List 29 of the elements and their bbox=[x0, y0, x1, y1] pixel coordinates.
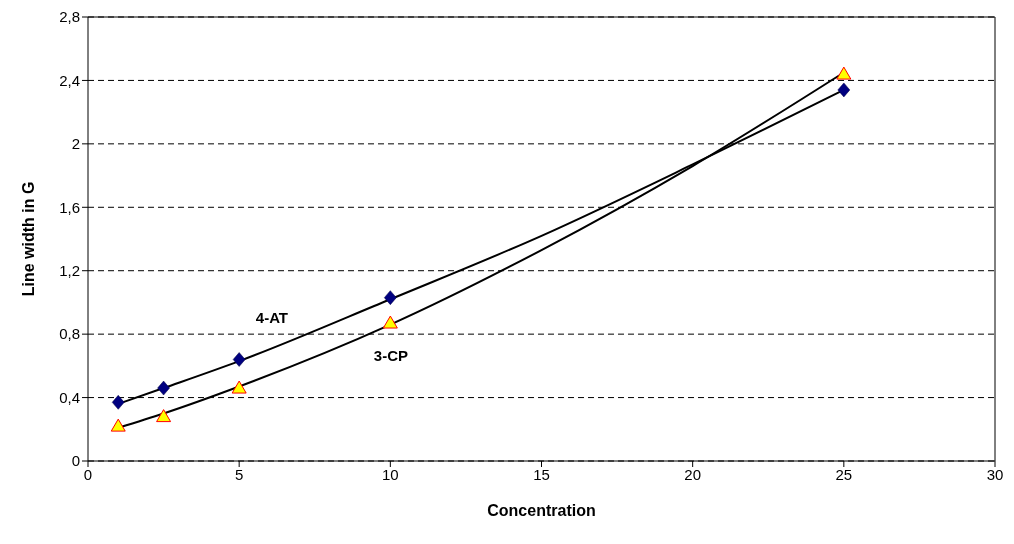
x-axis-title: Concentration bbox=[487, 502, 596, 519]
series-label: 3-CP bbox=[373, 346, 409, 364]
y-tick-label: 0,4 bbox=[59, 388, 80, 406]
y-tick-label: 2,4 bbox=[59, 71, 80, 89]
point bbox=[231, 380, 247, 394]
y-tick-label: 2,8 bbox=[59, 8, 80, 26]
point bbox=[837, 82, 851, 98]
point bbox=[157, 380, 170, 396]
point bbox=[232, 352, 246, 367]
point bbox=[836, 66, 852, 80]
point bbox=[111, 395, 125, 410]
y-axis-title: Line width in G bbox=[19, 181, 37, 297]
text: 4-AT bbox=[255, 309, 289, 327]
y-tick-label: 2 bbox=[71, 135, 80, 153]
x-tick-label: 10 bbox=[381, 465, 399, 483]
x-tick-label: 15 bbox=[533, 465, 550, 483]
y-tick-label: 1,2 bbox=[59, 262, 80, 280]
point bbox=[384, 290, 397, 305]
x-tick-label: 20 bbox=[684, 465, 702, 483]
x-tick-label: 25 bbox=[835, 465, 853, 483]
y-tick-label: 1,6 bbox=[59, 198, 80, 216]
x-tick-label: 5 bbox=[234, 465, 244, 483]
point bbox=[110, 418, 126, 432]
x-tick-label: 0 bbox=[83, 465, 93, 483]
point bbox=[156, 409, 172, 423]
y-tick-label: 0,8 bbox=[59, 325, 80, 343]
point bbox=[382, 315, 398, 329]
y-tick-label: 0 bbox=[71, 452, 80, 470]
x-tick-label: 30 bbox=[986, 465, 1004, 483]
